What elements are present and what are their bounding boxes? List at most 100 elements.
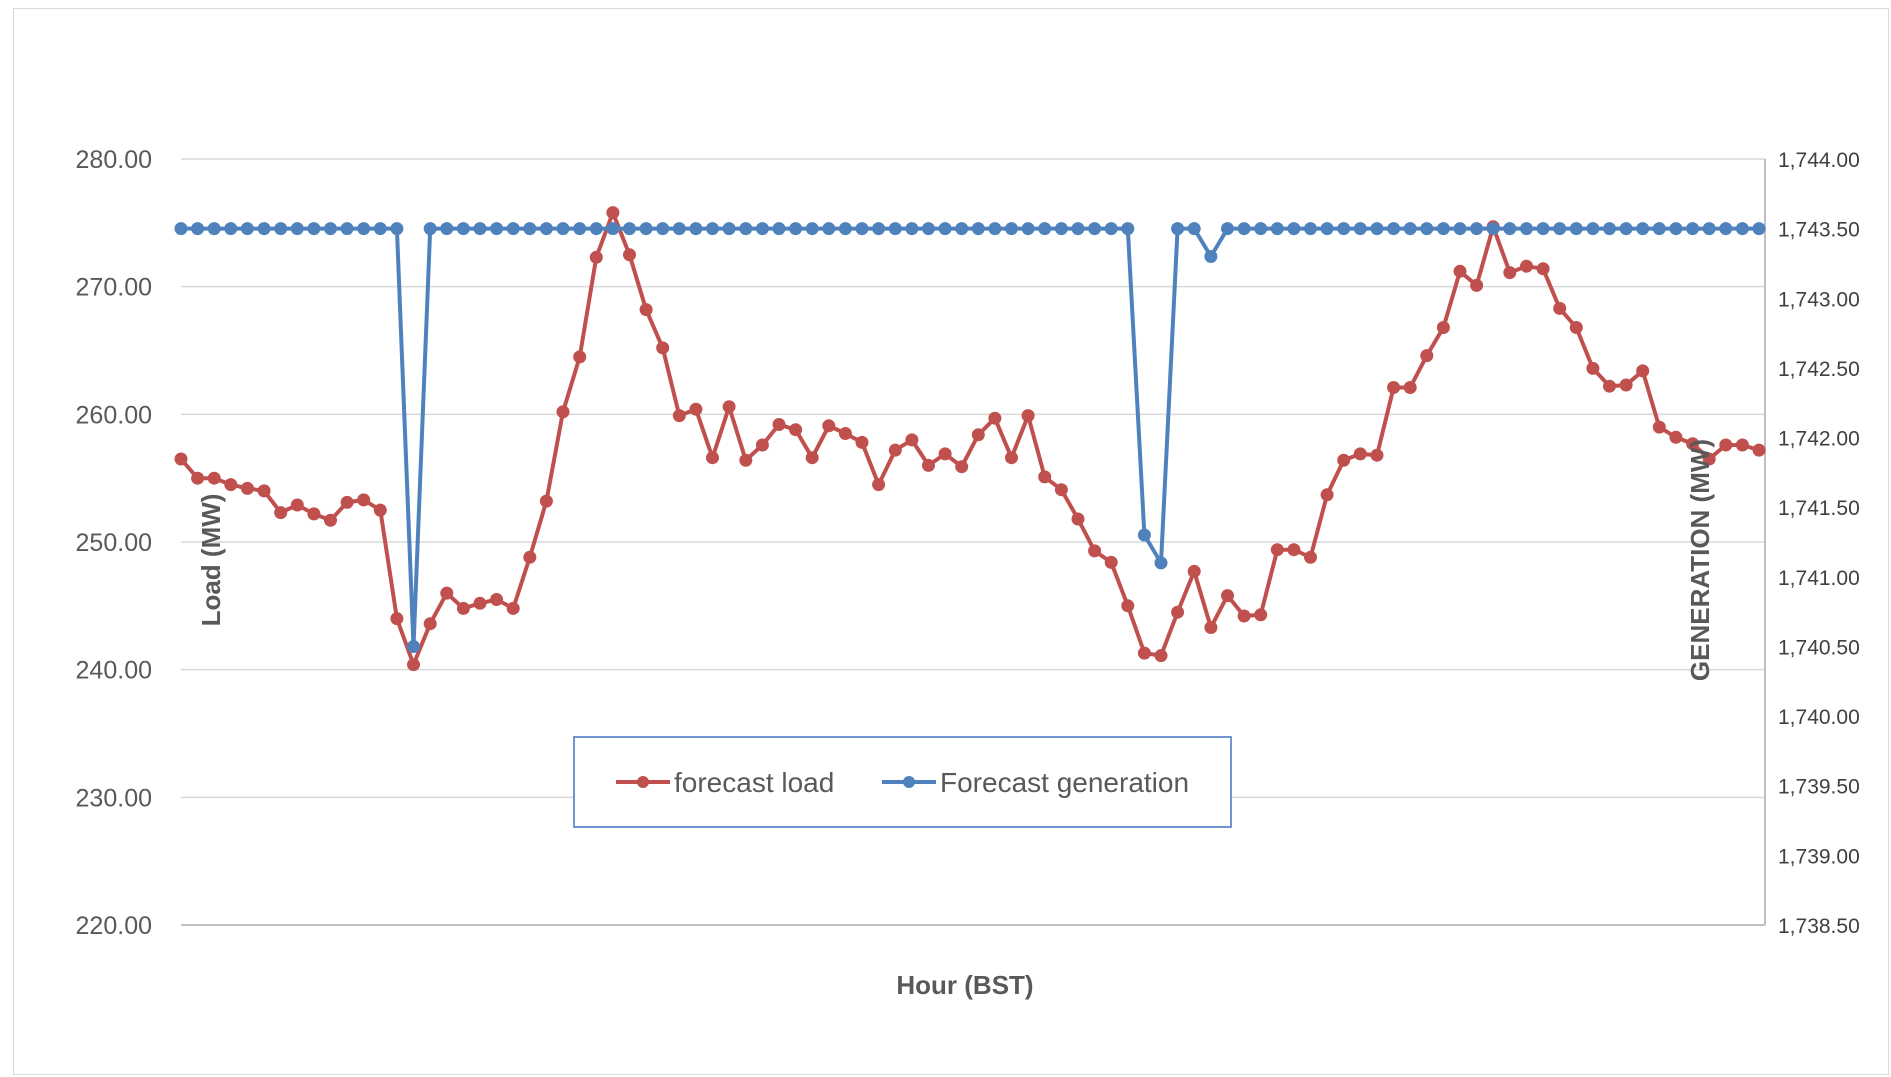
data-point-generation <box>1221 222 1234 236</box>
data-point-generation <box>1453 222 1467 236</box>
data-point-generation <box>1536 222 1550 236</box>
data-point-load <box>423 617 437 631</box>
right-y-tick-label: 1,740.50 <box>1778 636 1860 659</box>
data-point-load <box>257 484 271 498</box>
data-point-load <box>556 405 570 419</box>
data-point-load <box>1304 550 1317 564</box>
data-point-generation <box>324 222 337 236</box>
data-point-load <box>1054 483 1068 497</box>
data-point-generation <box>1403 222 1417 236</box>
data-point-load <box>473 596 487 610</box>
data-point-generation <box>1104 222 1118 236</box>
data-point-load <box>855 435 869 449</box>
data-point-load <box>1088 544 1102 558</box>
data-point-load <box>1353 447 1367 461</box>
data-point-load <box>1603 379 1616 393</box>
data-point-load <box>656 341 670 355</box>
data-point-generation <box>373 222 387 236</box>
data-point-generation <box>1320 222 1334 236</box>
data-point-generation <box>1337 222 1351 236</box>
data-point-load <box>1287 543 1301 557</box>
right-y-tick-label: 1,742.50 <box>1778 358 1860 381</box>
data-point-load <box>706 451 719 465</box>
data-point-load <box>440 586 454 600</box>
data-point-generation <box>922 222 935 236</box>
data-point-load <box>407 658 420 672</box>
data-point-generation <box>1586 222 1600 236</box>
data-point-generation <box>1686 222 1700 236</box>
data-point-generation <box>556 222 570 236</box>
data-point-load <box>1652 420 1666 434</box>
data-point-generation <box>1005 222 1018 236</box>
data-point-generation <box>1088 222 1102 236</box>
data-point-generation <box>473 222 487 236</box>
data-point-generation <box>855 222 869 236</box>
data-point-generation <box>340 222 354 236</box>
data-point-load <box>1387 381 1401 394</box>
left-y-tick-label: 280.00 <box>76 146 152 174</box>
data-point-load <box>1569 321 1583 334</box>
data-point-load <box>606 206 620 220</box>
data-point-load <box>1221 589 1234 603</box>
data-point-generation <box>506 222 520 236</box>
right-y-tick-label: 1,743.00 <box>1778 288 1860 311</box>
right-y-tick-label: 1,743.50 <box>1778 219 1860 242</box>
data-point-generation <box>623 222 636 236</box>
data-point-generation <box>639 222 653 236</box>
series-line-load <box>179 210 1760 667</box>
data-point-generation <box>1287 222 1301 236</box>
left-y-tick-label: 230.00 <box>76 784 152 812</box>
data-point-load <box>639 303 653 317</box>
data-point-load <box>888 443 902 457</box>
data-point-generation <box>1304 222 1317 236</box>
data-point-generation <box>888 222 902 236</box>
data-point-load <box>390 612 404 626</box>
data-point-generation <box>1353 222 1367 236</box>
data-point-load <box>805 451 819 465</box>
data-point-load <box>739 453 753 467</box>
right-y-tick-label: 1,740.00 <box>1778 706 1860 729</box>
data-point-generation <box>971 222 985 236</box>
data-point-generation <box>1636 222 1650 236</box>
data-point-generation <box>1669 222 1683 236</box>
data-point-generation <box>174 222 188 236</box>
data-point-generation <box>1054 222 1068 236</box>
data-point-generation <box>1520 222 1533 236</box>
data-point-load <box>1669 430 1683 444</box>
data-point-load <box>1005 451 1018 465</box>
data-point-generation <box>191 222 205 236</box>
x-axis-title: Hour (BST) <box>896 970 1033 1000</box>
data-point-generation <box>1121 222 1135 236</box>
data-point-generation <box>407 640 420 653</box>
data-point-load <box>1436 321 1450 334</box>
data-point-generation <box>390 222 404 236</box>
data-point-load <box>490 593 504 606</box>
data-point-generation <box>207 222 221 236</box>
data-point-generation <box>1735 222 1749 236</box>
data-point-load <box>872 478 886 492</box>
data-point-generation <box>440 222 454 236</box>
data-point-load <box>290 498 304 512</box>
left-y-tick-labels: 280.00 270.00 260.00 250.00 240.00 230.00 220.… <box>76 146 152 940</box>
data-point-generation <box>1187 222 1201 236</box>
data-point-load <box>1686 437 1700 451</box>
series-line-generation <box>181 226 1759 649</box>
data-point-generation <box>1436 222 1450 236</box>
data-point-load <box>789 423 803 437</box>
data-point-generation <box>689 222 703 236</box>
data-point-load <box>905 433 919 447</box>
data-point-load <box>1071 512 1085 526</box>
data-point-load <box>174 452 188 466</box>
data-point-load <box>1104 555 1118 569</box>
data-point-load <box>922 458 935 472</box>
data-point-load <box>1503 266 1517 280</box>
data-point-load <box>1187 564 1201 578</box>
data-point-load <box>1453 264 1467 278</box>
data-point-load <box>1154 649 1168 663</box>
data-point-load <box>689 402 703 416</box>
data-point-generation <box>988 222 1002 236</box>
data-point-load <box>672 409 686 423</box>
data-point-load <box>938 447 952 461</box>
data-point-generation <box>307 222 321 236</box>
right-y-tick-label: 1,741.50 <box>1778 497 1860 520</box>
